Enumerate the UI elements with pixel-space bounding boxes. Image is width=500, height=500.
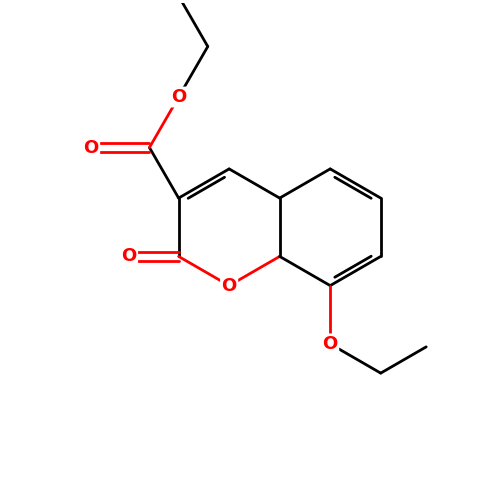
Text: O: O xyxy=(171,88,186,106)
Text: O: O xyxy=(322,335,338,353)
Text: O: O xyxy=(84,138,98,156)
Text: O: O xyxy=(222,276,237,294)
Text: O: O xyxy=(122,248,136,266)
